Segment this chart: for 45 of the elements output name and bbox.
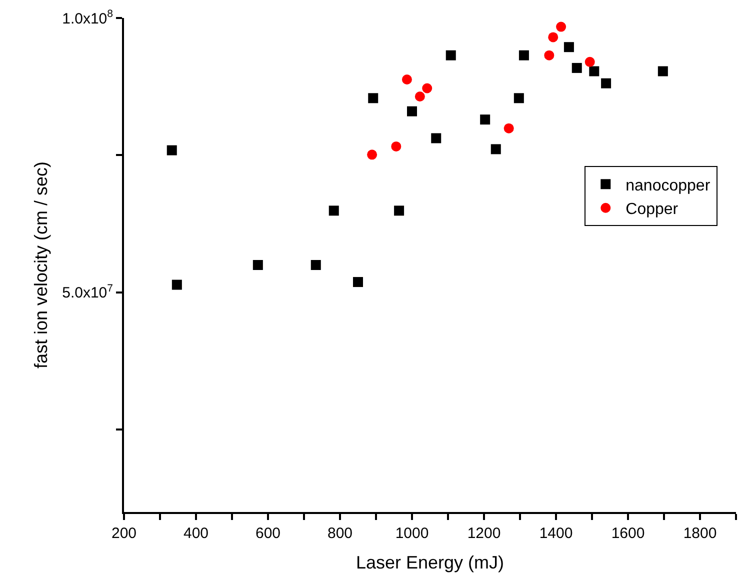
x-tick-label: 1400: [539, 525, 573, 542]
point: [172, 280, 182, 290]
legend-label: Copper: [626, 201, 679, 218]
point: [368, 93, 378, 104]
point: [518, 50, 529, 60]
y-tick-label: 5.0x10$^{7}$: [62, 282, 114, 302]
point: [514, 93, 524, 104]
point: [480, 114, 490, 125]
point: [166, 145, 177, 156]
legend-label: nanocopper: [626, 177, 711, 194]
point: [564, 42, 574, 52]
point: [584, 56, 595, 67]
y-axis-title: fast ion velocity (cm / sec): [30, 161, 51, 369]
x-tick-label: 1000: [395, 525, 429, 542]
x-tick-label: 1200: [467, 525, 501, 542]
point: [490, 144, 501, 154]
point: [407, 106, 417, 116]
point: [391, 141, 402, 152]
point: [658, 66, 668, 76]
x-tick-label: 1600: [611, 525, 645, 542]
point: [367, 150, 378, 160]
x-tick-label: 800: [327, 525, 353, 542]
point: [601, 78, 612, 88]
point: [402, 74, 412, 84]
x-tick-label: 1800: [683, 525, 717, 542]
point: [394, 206, 404, 216]
point: [589, 66, 600, 76]
point: [504, 123, 514, 134]
point: [572, 62, 582, 73]
point: [431, 133, 442, 144]
x-tick-label: 400: [183, 525, 209, 542]
point: [556, 22, 566, 32]
x-axis-title: Laser Energy (mJ): [356, 552, 504, 573]
point: [446, 50, 456, 60]
point: [328, 206, 339, 216]
x-tick-label: 600: [255, 525, 281, 542]
y-tick-label: 1.0x10$^{8}$: [62, 8, 114, 28]
point: [544, 50, 554, 60]
point: [252, 260, 263, 270]
point: [353, 277, 363, 288]
point: [414, 91, 425, 102]
point: [422, 83, 432, 94]
point: [310, 260, 321, 270]
x-tick-label: 200: [111, 525, 137, 542]
point: [548, 32, 558, 42]
